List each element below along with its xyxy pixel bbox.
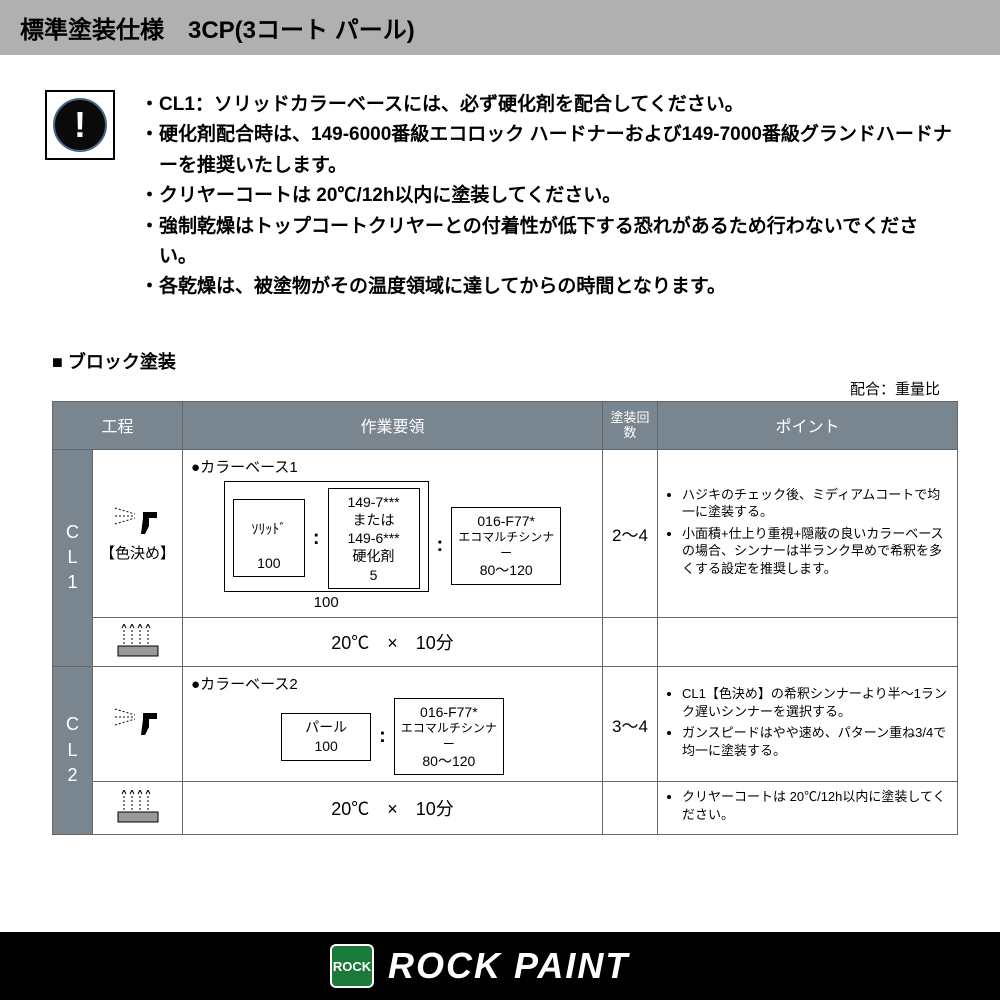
cl2-spray-icon-cell xyxy=(93,666,183,782)
ratio-note: 配合：重量比 xyxy=(0,378,940,399)
footer-brand: ROCK PAINT xyxy=(388,945,629,987)
cl2-dry-icon-cell xyxy=(93,782,183,834)
cl2-dry-point: クリヤーコートは 20℃/12h以内に塗装してください。 xyxy=(658,782,958,834)
note-item: ・CL1：ソリッドカラーベースには、必ず硬化剤を配合してください。 xyxy=(140,90,955,120)
cl2-count: 3～4 xyxy=(603,666,658,782)
footer-logo-icon: ROCK xyxy=(330,944,374,988)
page-title: 標準塗装仕様 3CP(3コート パール) xyxy=(0,0,1000,55)
alert-icon: ! xyxy=(45,90,115,160)
notes-list: ・CL1：ソリッドカラーベースには、必ず硬化剤を配合してください。 ・硬化剤配合… xyxy=(140,90,955,303)
th-count: 塗装回数 xyxy=(603,401,658,449)
cl1-dry: 20℃ × 10分 xyxy=(183,617,603,666)
th-process: 工程 xyxy=(53,401,183,449)
cl2-work: ●カラーベース2 パール 100 : 016-F77* エコマルチシンナー 80… xyxy=(183,666,603,782)
spray-gun-icon xyxy=(113,705,163,741)
drying-icon xyxy=(116,790,160,824)
cl1-dry-icon-cell xyxy=(93,617,183,666)
note-item: ・各乾燥は、被塗物がその温度領域に達してからの時間となります。 xyxy=(140,272,955,302)
th-work: 作業要領 xyxy=(183,401,603,449)
cl1-work: ●カラーベース1 ｿﾘｯﾄﾞ 100 : 149-7*** または 149-6*… xyxy=(183,449,603,617)
cl1-label: C L 1 xyxy=(53,449,93,666)
cl1-count: 2～4 xyxy=(603,449,658,617)
note-item: ・クリヤーコートは 20℃/12h以内に塗装してください。 xyxy=(140,181,955,211)
cl1-icon-caption: 【色決め】 xyxy=(95,542,180,563)
drying-icon xyxy=(116,624,160,658)
cl2-points: CL1【色決め】の希釈シンナーより半～1ランク遅いシンナーを選択する。 ガンスピ… xyxy=(658,666,958,782)
procedure-table: 工程 作業要領 塗装回数 ポイント C L 1 【色決め】 ●カラーベース1 xyxy=(52,401,958,835)
cl1-spray-icon-cell: 【色決め】 xyxy=(93,449,183,617)
cl2-dry: 20℃ × 10分 xyxy=(183,782,603,834)
exclamation-icon: ! xyxy=(53,98,107,152)
section-heading: ■ ブロック塗装 xyxy=(52,348,1000,374)
cl1-points: ハジキのチェック後、ミディアムコートで均一に塗装する。 小面積+仕上り重視+隠蔽… xyxy=(658,449,958,617)
footer: ROCK ROCK PAINT xyxy=(0,932,1000,1000)
notes-section: ! ・CL1：ソリッドカラーベースには、必ず硬化剤を配合してください。 ・硬化剤… xyxy=(0,55,1000,318)
note-item: ・強制乾燥はトップコートクリヤーとの付着性が低下する恐れがあるため行わないでくだ… xyxy=(140,212,955,273)
spray-gun-icon xyxy=(113,504,163,540)
cl2-label: C L 2 xyxy=(53,666,93,834)
th-point: ポイント xyxy=(658,401,958,449)
note-item: ・硬化剤配合時は、149-6000番級エコロック ハードナーおよび149-700… xyxy=(140,120,955,181)
